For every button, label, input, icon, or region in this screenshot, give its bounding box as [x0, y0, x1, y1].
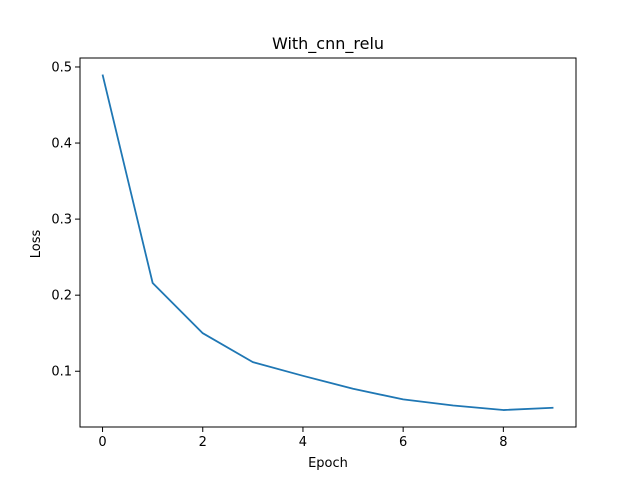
series-line — [101, 74, 554, 411]
x-tick-label: 6 — [399, 435, 407, 450]
x-axis-label: Epoch — [308, 456, 348, 471]
plot-frame — [79, 57, 577, 428]
y-tick-label: 0.5 — [51, 60, 72, 75]
chart-title: With_cnn_relu — [272, 34, 384, 54]
x-tick-label: 4 — [299, 435, 307, 450]
y-tick-label: 0.1 — [51, 365, 72, 380]
y-axis-label: Loss — [29, 230, 44, 259]
y-tick-label: 0.4 — [51, 137, 72, 152]
x-tick-label: 2 — [199, 435, 207, 450]
x-tick-label: 8 — [499, 435, 507, 450]
x-tick-label: 0 — [98, 435, 106, 450]
y-tick-label: 0.3 — [51, 213, 72, 228]
y-tick-label: 0.2 — [51, 289, 72, 304]
x-axis-ticks: 0 2 4 6 8 — [98, 427, 507, 450]
y-axis-ticks: 0.1 0.2 0.3 0.4 0.5 — [51, 60, 80, 380]
series-layer — [101, 74, 554, 411]
